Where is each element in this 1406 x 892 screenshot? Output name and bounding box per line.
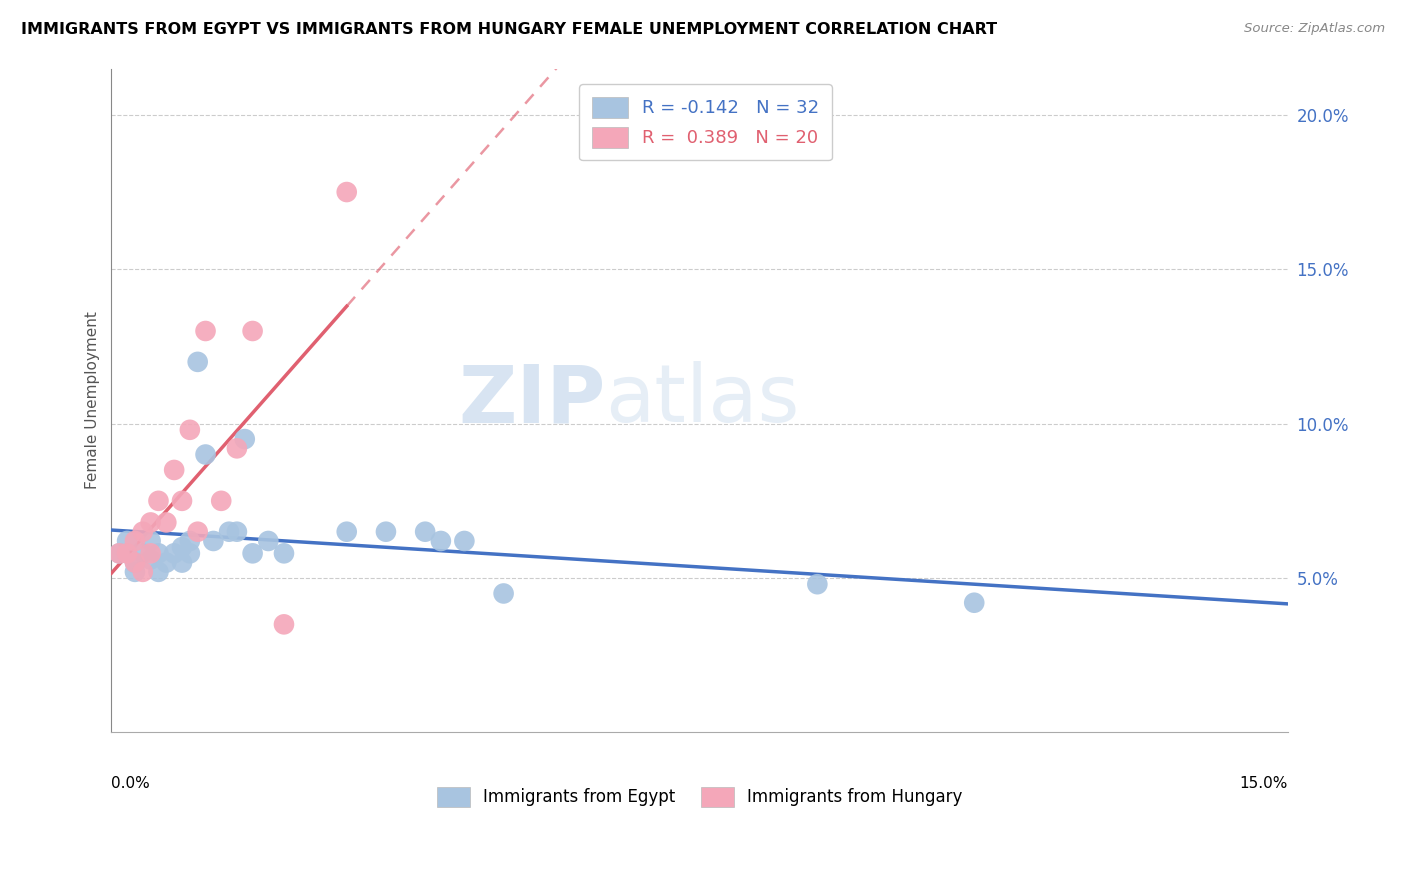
- Point: [170, 540, 193, 554]
- Point: [336, 524, 359, 539]
- Text: Source: ZipAtlas.com: Source: ZipAtlas.com: [1244, 22, 1385, 36]
- Point: [170, 493, 193, 508]
- Point: [132, 546, 155, 560]
- Point: [139, 552, 162, 566]
- Point: [115, 533, 138, 548]
- Text: IMMIGRANTS FROM EGYPT VS IMMIGRANTS FROM HUNGARY FEMALE UNEMPLOYMENT CORRELATION: IMMIGRANTS FROM EGYPT VS IMMIGRANTS FROM…: [21, 22, 997, 37]
- Point: [413, 524, 436, 539]
- Point: [124, 565, 146, 579]
- Point: [257, 533, 280, 548]
- Text: ZIP: ZIP: [458, 361, 606, 440]
- Point: [963, 596, 986, 610]
- Point: [163, 546, 186, 560]
- Point: [218, 524, 240, 539]
- Point: [226, 442, 249, 456]
- Point: [179, 533, 201, 548]
- Point: [155, 516, 177, 530]
- Point: [170, 556, 193, 570]
- Point: [273, 617, 295, 632]
- Point: [242, 324, 264, 338]
- Point: [139, 516, 162, 530]
- Text: atlas: atlas: [606, 361, 800, 440]
- Point: [374, 524, 396, 539]
- Point: [148, 565, 170, 579]
- Point: [163, 463, 186, 477]
- Legend: Immigrants from Egypt, Immigrants from Hungary: Immigrants from Egypt, Immigrants from H…: [430, 780, 969, 814]
- Point: [273, 546, 295, 560]
- Point: [194, 448, 217, 462]
- Point: [187, 355, 209, 369]
- Point: [155, 556, 177, 570]
- Point: [242, 546, 264, 560]
- Point: [139, 533, 162, 548]
- Point: [187, 524, 209, 539]
- Point: [108, 546, 131, 560]
- Point: [148, 493, 170, 508]
- Point: [139, 546, 162, 560]
- Text: 0.0%: 0.0%: [111, 775, 150, 790]
- Point: [124, 556, 146, 570]
- Point: [492, 586, 515, 600]
- Point: [209, 493, 232, 508]
- Point: [202, 533, 225, 548]
- Point: [108, 546, 131, 560]
- Point: [336, 185, 359, 199]
- Point: [453, 533, 475, 548]
- Point: [124, 533, 146, 548]
- Point: [115, 546, 138, 560]
- Point: [132, 565, 155, 579]
- Point: [226, 524, 249, 539]
- Point: [179, 423, 201, 437]
- Y-axis label: Female Unemployment: Female Unemployment: [86, 311, 100, 490]
- Point: [233, 432, 256, 446]
- Point: [148, 546, 170, 560]
- Point: [194, 324, 217, 338]
- Point: [179, 546, 201, 560]
- Point: [132, 524, 155, 539]
- Point: [124, 556, 146, 570]
- Point: [806, 577, 828, 591]
- Text: 15.0%: 15.0%: [1240, 775, 1288, 790]
- Point: [430, 533, 453, 548]
